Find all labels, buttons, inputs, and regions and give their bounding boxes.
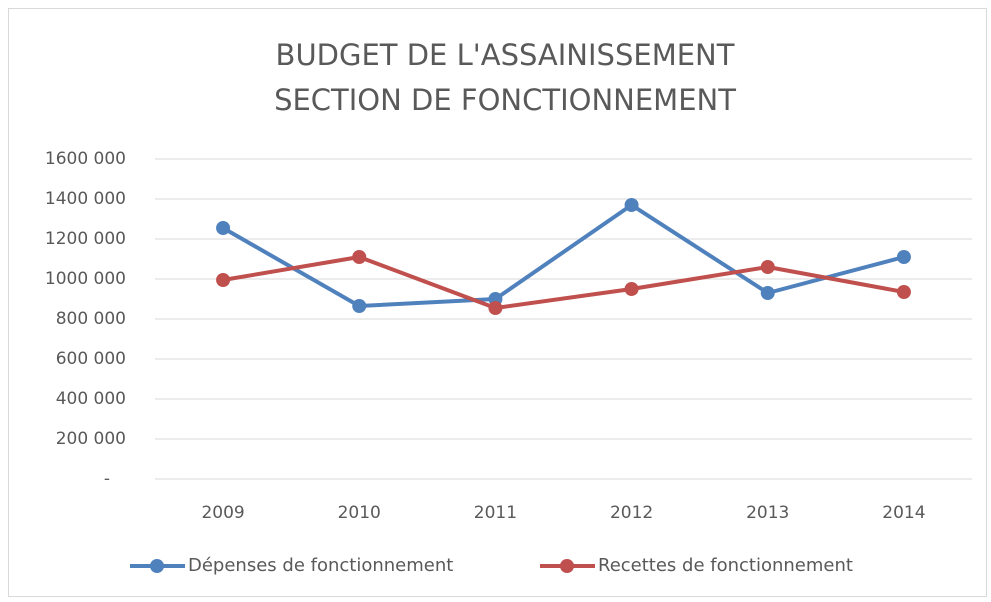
y-tick-label: 400 000 xyxy=(56,389,126,409)
y-tick-label: 1400 000 xyxy=(45,189,126,209)
y-tick-label: - xyxy=(104,469,110,489)
x-tick-label: 2009 xyxy=(201,503,244,523)
series-line xyxy=(222,203,905,308)
data-point xyxy=(896,250,911,264)
y-tick-label: 800 000 xyxy=(56,309,126,329)
y-tick-label: 1600 000 xyxy=(45,149,126,169)
legend-label: Dépenses de fonctionnement xyxy=(188,555,453,576)
chart-title: BUDGET DE L'ASSAINISSEMENT xyxy=(276,38,735,72)
x-tick-label: 2010 xyxy=(338,503,381,523)
x-tick-label: 2013 xyxy=(746,503,789,523)
x-tick-label: 2014 xyxy=(882,503,925,523)
y-tick-label: 1200 000 xyxy=(45,229,126,249)
data-point xyxy=(216,221,231,235)
data-point xyxy=(216,273,231,287)
x-tick-label: 2012 xyxy=(610,503,653,523)
legend-marker xyxy=(150,559,164,573)
y-tick-label: 200 000 xyxy=(56,429,126,449)
y-tick-label: 600 000 xyxy=(56,349,126,369)
data-point xyxy=(760,286,775,300)
chart-title: SECTION DE FONCTIONNEMENT xyxy=(274,83,736,117)
data-point xyxy=(352,299,367,313)
data-point xyxy=(488,301,503,315)
data-point xyxy=(896,285,911,299)
data-point xyxy=(624,198,639,212)
data-point xyxy=(352,250,367,264)
legend-label: Recettes de fonctionnement xyxy=(598,555,853,576)
series-line xyxy=(222,255,905,310)
y-tick-label: 1000 000 xyxy=(45,269,126,289)
data-point xyxy=(624,282,639,296)
data-point xyxy=(760,260,775,274)
x-tick-label: 2011 xyxy=(474,503,517,523)
legend-marker xyxy=(560,559,574,573)
